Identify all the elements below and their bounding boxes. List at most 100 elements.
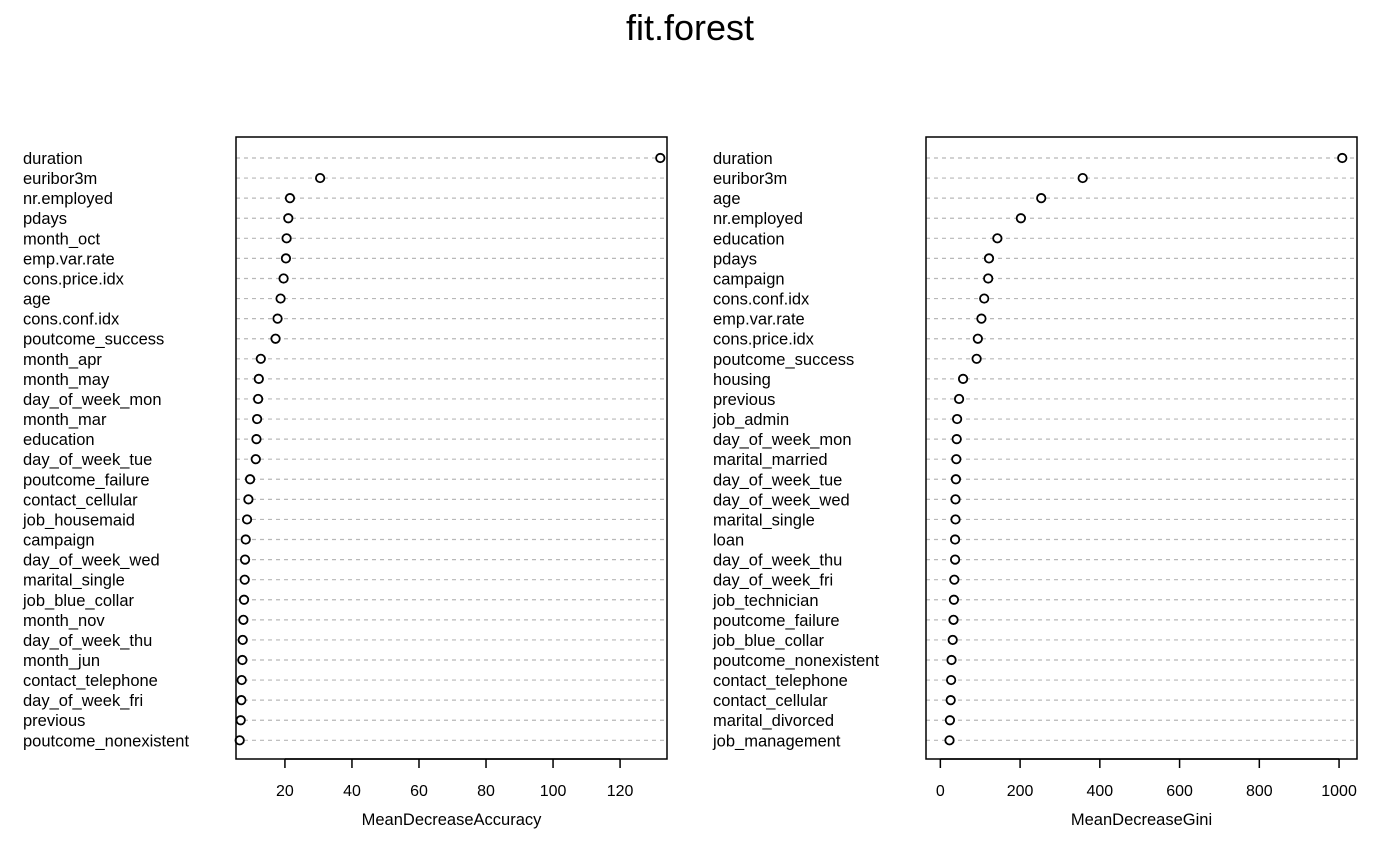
category-label: day_of_week_tue [713, 471, 842, 489]
category-label: euribor3m [23, 170, 97, 188]
data-point [236, 695, 247, 706]
category-label: contact_cellular [23, 491, 138, 509]
data-point [950, 534, 961, 545]
category-label: month_oct [23, 230, 100, 248]
data-point [655, 152, 666, 164]
chart-title: fit.forest [626, 7, 754, 48]
category-label: contact_telephone [713, 672, 848, 690]
category-label: day_of_week_fri [23, 692, 143, 710]
data-point [250, 454, 261, 465]
data-point [944, 715, 956, 726]
category-label: contact_telephone [23, 672, 158, 690]
data-point [272, 313, 283, 324]
category-label: job_management [712, 732, 841, 750]
panel-2: duration euribor3m age nr.employed education… [712, 136, 1358, 829]
category-label: month_apr [23, 351, 102, 369]
data-point [1337, 152, 1348, 164]
data-point [944, 735, 955, 746]
data-point [237, 634, 248, 646]
data-point [237, 654, 248, 666]
data-point [238, 594, 250, 605]
category-label: month_mar [23, 411, 107, 429]
data-point [255, 353, 266, 364]
data-point [957, 373, 969, 384]
data-point [1077, 172, 1088, 184]
category-label: month_jun [23, 652, 100, 670]
category-label: poutcome_success [713, 351, 854, 369]
x-tick-label: 80 [477, 783, 495, 800]
data-point [251, 434, 262, 445]
category-label: marital_single [23, 572, 125, 590]
data-point [283, 213, 294, 224]
category-label: duration [23, 150, 83, 168]
category-label: cons.conf.idx [713, 291, 810, 309]
data-point [239, 574, 250, 585]
data-point [992, 233, 1003, 244]
data-point [946, 674, 957, 686]
data-point [278, 273, 289, 284]
data-point [950, 494, 961, 505]
data-point [983, 273, 994, 284]
data-point [315, 172, 326, 184]
category-label: poutcome_failure [23, 471, 150, 489]
data-point [253, 393, 264, 405]
data-point [971, 353, 982, 364]
category-label: month_nov [23, 612, 105, 630]
data-point [948, 594, 960, 605]
data-point [238, 614, 249, 625]
x-tick-label: 100 [540, 783, 567, 800]
data-point [281, 233, 292, 244]
data-point [948, 614, 959, 625]
x-axis-title: MeanDecreaseAccuracy [362, 811, 542, 829]
data-point [949, 574, 960, 585]
category-label: cons.conf.idx [23, 311, 120, 329]
category-label: day_of_week_fri [713, 572, 833, 590]
data-point [284, 193, 296, 204]
category-label: day_of_week_mon [23, 391, 162, 409]
category-label: marital_single [713, 511, 815, 529]
data-point [235, 715, 246, 726]
data-point [953, 393, 965, 405]
category-label: education [713, 230, 785, 248]
category-label: day_of_week_tue [23, 451, 152, 469]
data-point [947, 634, 958, 646]
x-tick-label: 200 [1007, 783, 1034, 800]
data-point [950, 554, 961, 565]
category-label: age [23, 291, 51, 309]
category-label: day_of_week_wed [23, 552, 160, 570]
category-label: job_blue_collar [22, 592, 135, 610]
category-label: day_of_week_thu [713, 552, 842, 570]
x-tick-label: 40 [343, 783, 361, 800]
category-label: euribor3m [713, 170, 787, 188]
category-label: campaign [23, 532, 95, 550]
plot-frame [925, 136, 1358, 760]
category-label: job_blue_collar [712, 632, 825, 650]
category-label: cons.price.idx [713, 331, 815, 349]
data-point [252, 413, 263, 425]
data-point [983, 253, 995, 264]
category-label: nr.employed [23, 190, 113, 208]
data-point [236, 674, 247, 686]
category-label: age [713, 190, 741, 208]
data-point [1015, 213, 1026, 224]
category-label: pdays [713, 250, 757, 268]
data-point [976, 313, 987, 324]
data-point [243, 494, 254, 505]
data-point [945, 695, 956, 706]
panel-1: duration euribor3m nr.employed pdays month_o… [22, 136, 668, 829]
x-tick-label: 0 [936, 783, 945, 800]
plot-frame [235, 136, 668, 760]
x-tick-label: 60 [410, 783, 428, 800]
category-label: education [23, 431, 95, 449]
category-label: nr.employed [713, 210, 803, 228]
data-point [270, 333, 281, 344]
category-label: campaign [713, 270, 785, 288]
category-label: emp.var.rate [23, 250, 115, 268]
category-label: previous [713, 391, 775, 409]
data-point [951, 454, 962, 465]
category-label: poutcome_failure [713, 612, 840, 630]
category-label: job_housemaid [22, 511, 135, 529]
data-point [280, 253, 292, 264]
category-label: loan [713, 532, 744, 550]
